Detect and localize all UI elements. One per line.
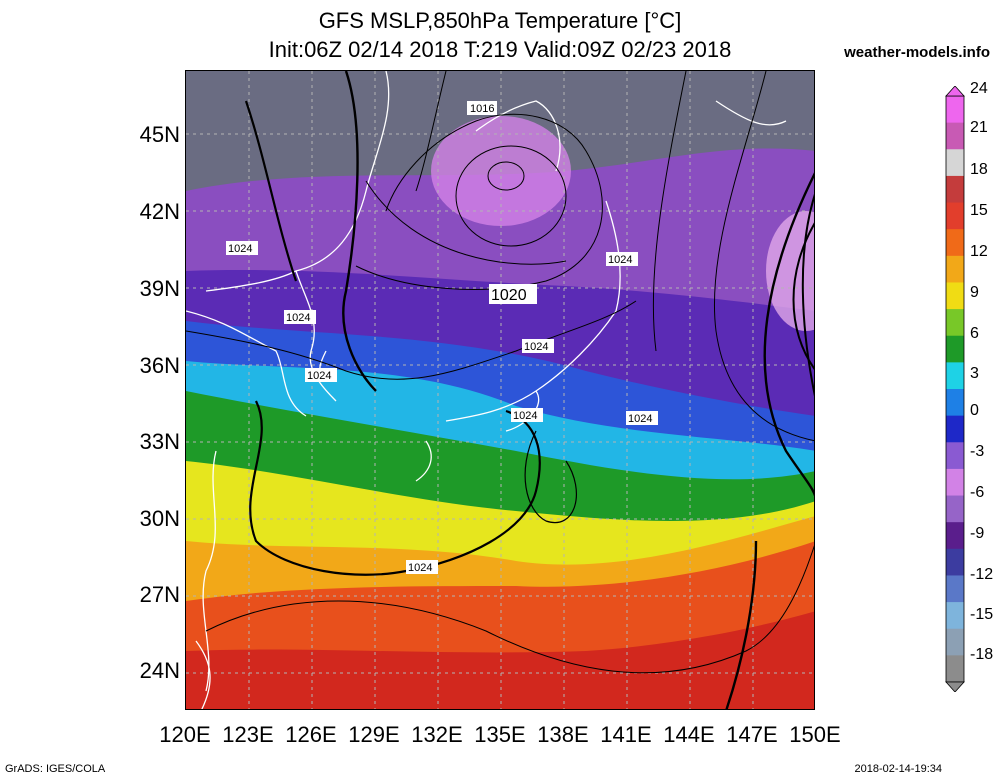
isobar-label: 1024 bbox=[228, 243, 252, 255]
colorbar-segment bbox=[946, 202, 964, 230]
colorbar-segment bbox=[946, 309, 964, 337]
east-low-core bbox=[766, 211, 814, 331]
colorbar-segment bbox=[946, 548, 964, 576]
footer-timestamp: 2018-02-14-19:34 bbox=[854, 763, 942, 775]
isobar-label: 1024 bbox=[286, 312, 310, 324]
colorbar-segment bbox=[946, 229, 964, 257]
colorbar-segment bbox=[946, 149, 964, 177]
isobar-label: 1016 bbox=[470, 103, 494, 115]
lon-label: 129E bbox=[348, 722, 400, 747]
colorbar-label: -15 bbox=[970, 606, 994, 623]
isobar-label: 1024 bbox=[408, 562, 432, 574]
lon-label: 150E bbox=[789, 722, 841, 747]
colorbar-segment bbox=[946, 175, 964, 204]
lat-label: 42N bbox=[139, 199, 180, 224]
colorbar-label: -3 bbox=[970, 443, 985, 460]
isobar-label: 1020 bbox=[491, 287, 527, 304]
weather-map: 1016 1020 1024 1024 1024 1024 1024 1024 … bbox=[185, 70, 815, 710]
colorbar-segment bbox=[946, 442, 964, 470]
colorbar-segment bbox=[946, 389, 964, 417]
colorbar-label: -9 bbox=[970, 525, 985, 542]
colorbar-label: 24 bbox=[970, 80, 988, 97]
site-credit: weather-models.info bbox=[844, 44, 990, 61]
isobar-label: 1024 bbox=[513, 410, 537, 422]
band-red bbox=[186, 611, 814, 709]
lon-label: 123E bbox=[222, 722, 274, 747]
lon-label: 144E bbox=[663, 722, 715, 747]
colorbar-label: 12 bbox=[970, 243, 988, 260]
colorbar-label: -12 bbox=[970, 566, 994, 583]
colorbar-segment bbox=[946, 255, 964, 283]
lat-label: 30N bbox=[139, 506, 180, 531]
lat-label: 24N bbox=[139, 658, 180, 683]
lon-label: 141E bbox=[600, 722, 652, 747]
lon-label: 126E bbox=[285, 722, 337, 747]
map-title: GFS MSLP,850hPa Temperature [°C] bbox=[318, 8, 682, 33]
isobar-label: 1024 bbox=[608, 254, 632, 266]
lat-label: 45N bbox=[139, 122, 180, 147]
colorbar-segment bbox=[946, 335, 964, 363]
colorbar-label: 6 bbox=[970, 325, 979, 342]
isobar-label: 1024 bbox=[524, 341, 548, 353]
colorbar-label: 21 bbox=[970, 119, 988, 136]
colorbar-segment bbox=[946, 495, 964, 523]
lon-label: 147E bbox=[726, 722, 778, 747]
map-subtitle: Init:06Z 02/14 2018 T:219 Valid:09Z 02/2… bbox=[268, 37, 732, 62]
lon-label: 135E bbox=[474, 722, 526, 747]
footer-credit: GrADS: IGES/COLA bbox=[5, 763, 106, 775]
colorbar-label: 3 bbox=[970, 365, 979, 382]
colorbar-label: 18 bbox=[970, 161, 988, 178]
colorbar-label: -6 bbox=[970, 484, 985, 501]
isobars bbox=[186, 71, 814, 709]
lon-label: 120E bbox=[159, 722, 211, 747]
colorbar-segment bbox=[946, 468, 964, 497]
graticule bbox=[186, 71, 814, 709]
colorbar bbox=[945, 86, 965, 692]
lat-label: 36N bbox=[139, 353, 180, 378]
colorbar-label: 0 bbox=[970, 402, 979, 419]
lon-label: 132E bbox=[411, 722, 463, 747]
lat-label: 33N bbox=[139, 429, 180, 454]
isobar-label: 1024 bbox=[628, 413, 652, 425]
colorbar-segment bbox=[946, 96, 964, 124]
colorbar-label: -18 bbox=[970, 646, 994, 663]
lon-label: 138E bbox=[537, 722, 589, 747]
colorbar-segment bbox=[946, 122, 964, 150]
colorbar-segment bbox=[946, 282, 964, 310]
colorbar-label: 15 bbox=[970, 202, 988, 219]
colorbar-segment bbox=[946, 655, 964, 683]
isobar-labels: 1016 1020 1024 1024 1024 1024 1024 1024 … bbox=[226, 101, 658, 574]
colorbar-segment bbox=[946, 628, 964, 656]
isobar-label: 1024 bbox=[307, 370, 331, 382]
colorbar-segment bbox=[946, 575, 964, 603]
colorbar-segment bbox=[946, 415, 964, 443]
colorbar-segment bbox=[946, 362, 964, 390]
lat-label: 27N bbox=[139, 582, 180, 607]
colorbar-segment bbox=[946, 602, 964, 630]
colorbar-segment bbox=[946, 522, 964, 550]
colorbar-label: 9 bbox=[970, 284, 979, 301]
lat-label: 39N bbox=[139, 276, 180, 301]
